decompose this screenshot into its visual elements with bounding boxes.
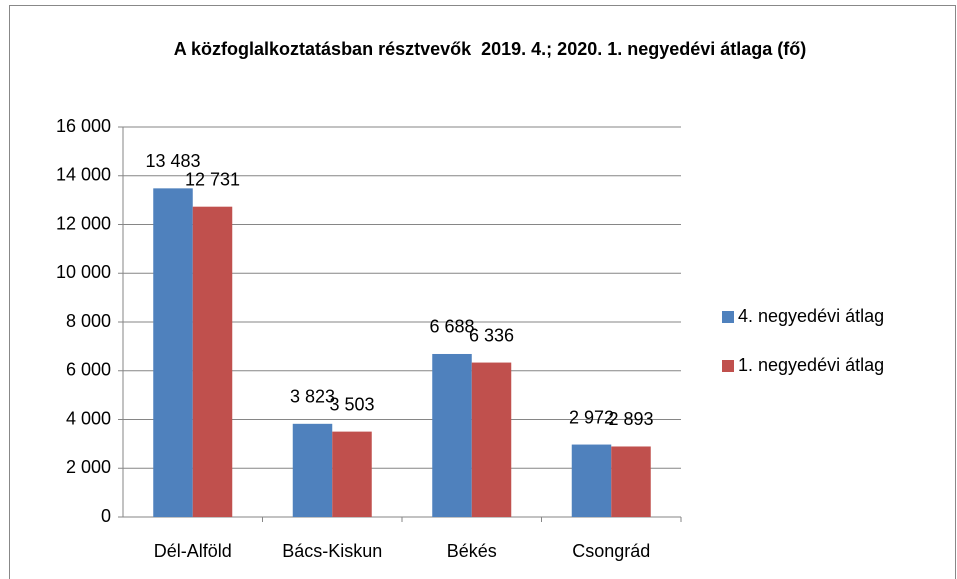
data-label: 13 483 — [145, 151, 200, 171]
bar — [332, 431, 372, 517]
y-tick-label: 14 000 — [56, 165, 111, 185]
bar — [192, 206, 233, 517]
x-tick-label: Dél-Alföld — [154, 541, 232, 561]
data-label: 3 503 — [329, 394, 374, 414]
x-tick-label: Csongrád — [572, 541, 650, 561]
data-label: 12 731 — [185, 169, 240, 189]
y-tick-label: 10 000 — [56, 262, 111, 282]
y-tick-label: 0 — [101, 506, 111, 526]
y-tick-label: 8 000 — [66, 311, 111, 331]
legend-swatch — [722, 311, 734, 323]
data-label: 6 688 — [429, 317, 474, 337]
data-label: 2 893 — [608, 409, 653, 429]
bar — [471, 362, 512, 517]
bar — [571, 444, 612, 517]
chart-title: A közfoglalkoztatásban résztvevők 2019. … — [173, 39, 807, 59]
y-tick-label: 12 000 — [56, 213, 111, 233]
legend-label: 4. negyedévi átlag — [738, 306, 884, 326]
bar — [292, 423, 333, 517]
bar — [153, 188, 193, 517]
y-tick-label: 4 000 — [66, 408, 111, 428]
y-tick-label: 2 000 — [66, 457, 111, 477]
bar — [432, 353, 472, 517]
legend-label: 1. negyedévi átlag — [738, 355, 884, 375]
chart-border — [9, 5, 956, 579]
data-label: 2 972 — [569, 407, 614, 427]
x-tick-label: Békés — [447, 541, 497, 561]
bar — [611, 446, 651, 517]
legend-swatch — [722, 360, 734, 372]
data-label: 3 823 — [290, 387, 335, 407]
y-tick-label: 6 000 — [66, 360, 111, 380]
y-tick-label: 16 000 — [56, 116, 111, 136]
data-label: 6 336 — [469, 325, 514, 345]
x-tick-label: Bács-Kiskun — [282, 541, 382, 561]
